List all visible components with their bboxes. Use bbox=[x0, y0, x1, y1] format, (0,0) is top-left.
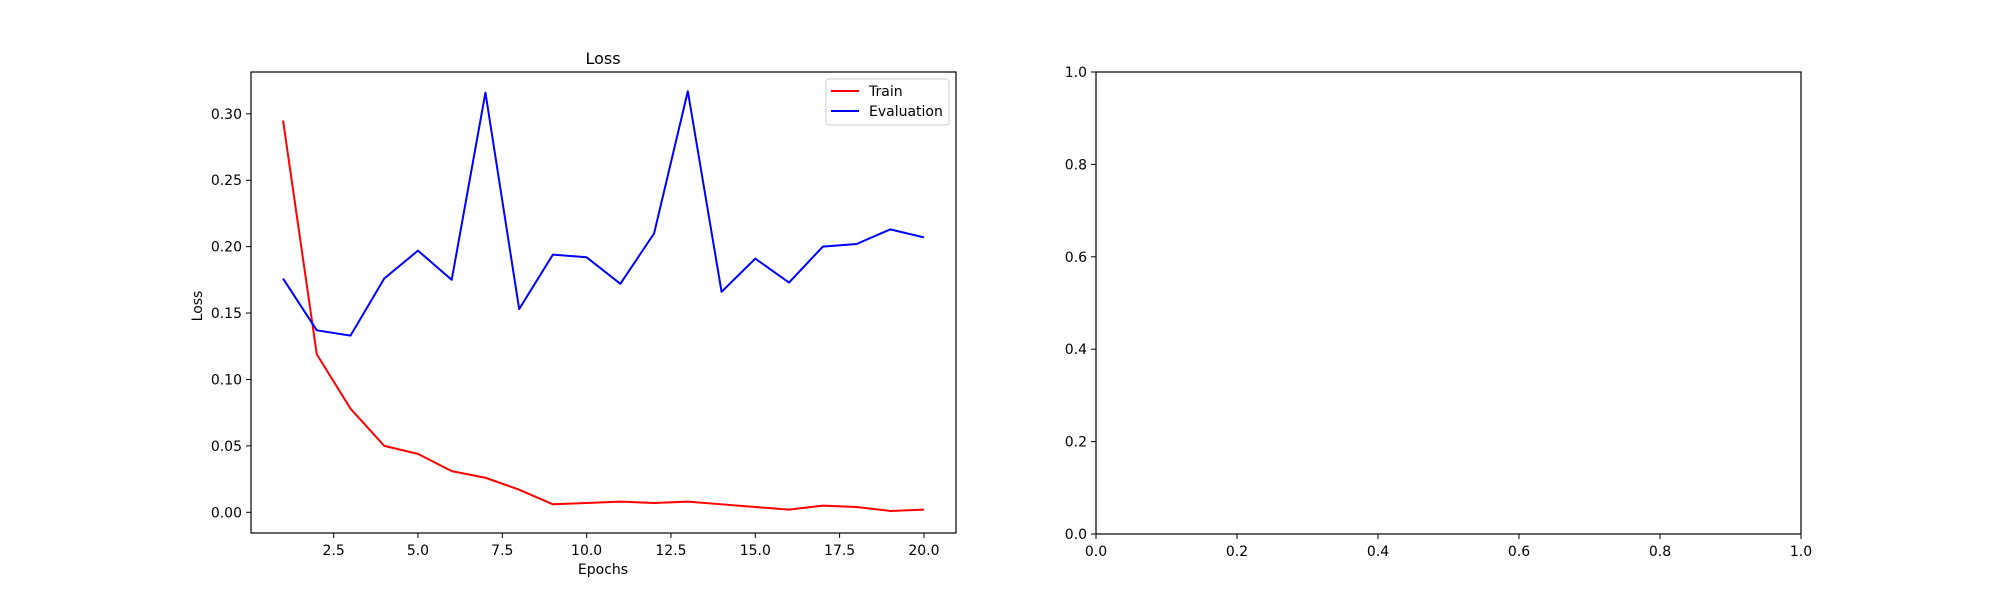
y-tick-label: 0.05 bbox=[211, 439, 242, 455]
y-tick-label: 1.0 bbox=[1065, 65, 1087, 81]
y-tick-label: 0.8 bbox=[1065, 157, 1087, 173]
plot-area bbox=[282, 90, 925, 512]
x-tick-label: 0.8 bbox=[1649, 544, 1671, 560]
x-tick-label: 2.5 bbox=[323, 543, 345, 559]
loss-chart: Loss Epochs Loss 2.5 5.0 7.5 10.0 12.5 15.0 17… bbox=[190, 49, 957, 578]
axis-ticks: 2.5 5.0 7.5 10.0 12.5 15.0 17.5 20.0 0.00 0.05 0.1… bbox=[211, 107, 940, 559]
legend: Train Evaluation bbox=[825, 78, 950, 126]
x-tick-label: 15.0 bbox=[740, 543, 771, 559]
axes-frame bbox=[1095, 71, 1802, 535]
x-axis-label: Epochs bbox=[578, 562, 628, 578]
series-line-train bbox=[282, 120, 924, 512]
legend-label-evaluation: Evaluation bbox=[869, 104, 943, 120]
empty-chart: 0.0 0.2 0.4 0.6 0.8 1.0 0.0 0.2 0.4 0.6 0.8 1.0 bbox=[1065, 65, 1812, 560]
y-tick-label: 0.0 bbox=[1065, 527, 1087, 543]
y-tick-label: 0.4 bbox=[1065, 342, 1087, 358]
axes-frame bbox=[250, 71, 957, 534]
y-tick-label: 0.25 bbox=[211, 173, 242, 189]
y-tick-label: 0.00 bbox=[211, 505, 242, 521]
x-tick-label: 0.4 bbox=[1367, 544, 1389, 560]
x-tick-label: 5.0 bbox=[407, 543, 429, 559]
axis-ticks: 0.0 0.2 0.4 0.6 0.8 1.0 0.0 0.2 0.4 0.6 0.8 1.0 bbox=[1065, 65, 1812, 560]
x-tick-label: 12.5 bbox=[655, 543, 686, 559]
legend-label-train: Train bbox=[868, 84, 903, 100]
y-tick-label: 0.15 bbox=[211, 306, 242, 322]
x-tick-label: 10.0 bbox=[571, 543, 602, 559]
y-tick-label: 0.2 bbox=[1065, 435, 1087, 451]
x-tick-label: 1.0 bbox=[1790, 544, 1812, 560]
x-tick-label: 0.0 bbox=[1085, 544, 1107, 560]
y-tick-label: 0.30 bbox=[211, 107, 242, 123]
y-tick-label: 0.20 bbox=[211, 240, 242, 256]
x-tick-label: 20.0 bbox=[908, 543, 939, 559]
x-tick-label: 17.5 bbox=[824, 543, 855, 559]
y-tick-label: 0.10 bbox=[211, 372, 242, 388]
y-tick-label: 0.6 bbox=[1065, 250, 1087, 266]
x-tick-label: 0.2 bbox=[1226, 544, 1248, 560]
x-tick-label: 0.6 bbox=[1508, 544, 1530, 560]
x-tick-label: 7.5 bbox=[491, 543, 513, 559]
series-line-evaluation bbox=[282, 90, 925, 337]
y-axis-label: Loss bbox=[190, 291, 206, 322]
chart-title: Loss bbox=[585, 49, 620, 68]
